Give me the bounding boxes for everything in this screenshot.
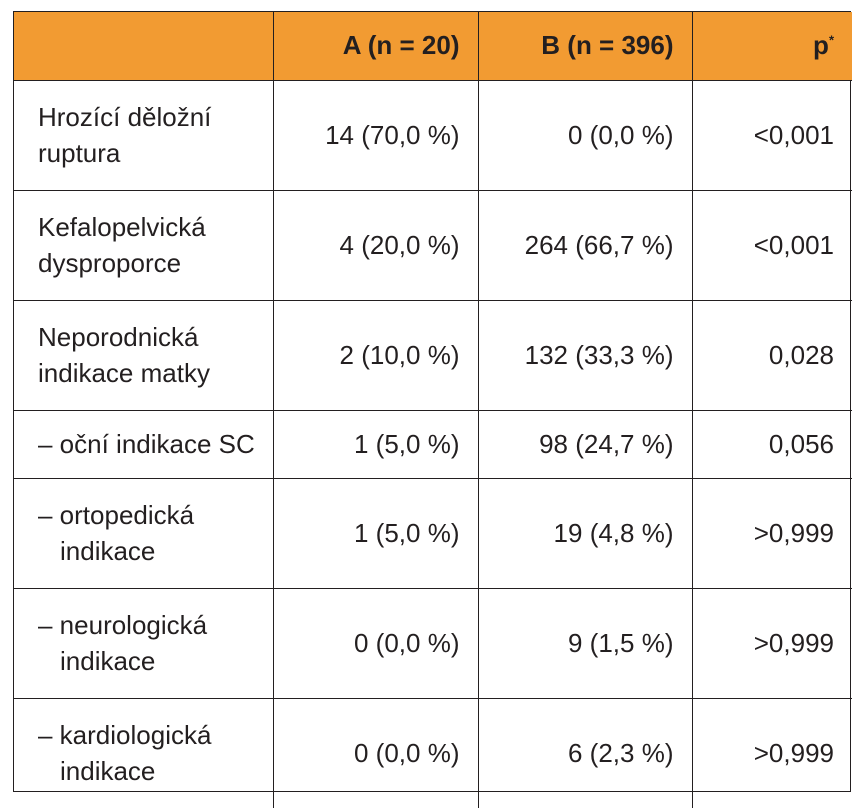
cell-group-b: 264 (66,7 %) <box>477 189 692 300</box>
cell-group-b: 19 (4,8 %) <box>477 477 692 588</box>
table-row: Hrozící děložní ruptura 14 (70,0 %) 0 (0… <box>14 80 852 190</box>
row-label-line2: indikace <box>60 646 156 676</box>
table-row: – kardiologická indikace 0 (0,0 %) 6 (2,… <box>14 697 852 808</box>
table-row: – neurologická indikace 0 (0,0 %) 9 (1,5… <box>14 587 852 698</box>
row-label-line2: dysproporce <box>38 248 182 278</box>
cell-group-a: 14 (70,0 %) <box>272 80 478 190</box>
row-label: Neporodnická indikace matky <box>14 299 273 410</box>
row-label: – ortopedická indikace <box>14 477 273 588</box>
cell-p-value: >0,999 <box>691 477 852 588</box>
table: A (n = 20) B (n = 396) p* Hrozící děložn… <box>14 12 852 808</box>
row-label: – oční indikace SC <box>14 409 273 478</box>
row-label-line2: indikace <box>60 756 156 787</box>
table-row: Neporodnická indikace matky 2 (10,0 %) 1… <box>14 299 852 410</box>
row-label-line1: – oční indikace SC <box>38 429 255 459</box>
cell-p-value: <0,001 <box>691 80 852 190</box>
cell-group-a: 0 (0,0 %) <box>272 697 478 808</box>
row-label-line2: indikace <box>60 536 156 566</box>
cell-group-b: 132 (33,3 %) <box>477 299 692 410</box>
cell-group-a: 1 (5,0 %) <box>272 477 478 588</box>
row-label-line2: ruptura <box>38 138 121 168</box>
header-label-cell <box>14 12 273 81</box>
row-label-line1: – neurologická <box>38 610 208 640</box>
header-group-b: B (n = 396) <box>477 12 692 81</box>
cell-group-b: 6 (2,3 %) <box>477 697 692 808</box>
row-label: Kefalopelvická dysproporce <box>14 189 273 300</box>
cell-p-value: 0,056 <box>691 409 852 478</box>
table-row: – oční indikace SC 1 (5,0 %) 98 (24,7 %)… <box>14 409 852 478</box>
header-p-label: p <box>813 30 829 61</box>
table-row: – ortopedická indikace 1 (5,0 %) 19 (4,8… <box>14 477 852 588</box>
row-label-line1: – ortopedická <box>38 500 195 530</box>
row-label: – kardiologická indikace <box>14 697 273 808</box>
cell-p-value: >0,999 <box>691 587 852 698</box>
cell-group-a: 1 (5,0 %) <box>272 409 478 478</box>
header-p-value: p* <box>691 12 852 81</box>
cell-p-value: 0,028 <box>691 299 852 410</box>
cell-group-b: 9 (1,5 %) <box>477 587 692 698</box>
row-label-line2: indikace matky <box>38 358 210 388</box>
cell-group-b: 0 (0,0 %) <box>477 80 692 190</box>
row-label-line1: Neporodnická <box>38 322 199 352</box>
row-label: Hrozící děložní ruptura <box>14 80 273 190</box>
row-label-line1: Kefalopelvická <box>38 212 206 242</box>
row-label: – neurologická indikace <box>14 587 273 698</box>
results-table: A (n = 20) B (n = 396) p* Hrozící děložn… <box>13 11 852 808</box>
row-label-line1: Hrozící děložní <box>38 102 212 132</box>
cell-p-value: <0,001 <box>691 189 852 300</box>
header-group-a: A (n = 20) <box>272 12 478 81</box>
header-p-footnote-mark: * <box>828 32 834 48</box>
cell-group-a: 2 (10,0 %) <box>272 299 478 410</box>
row-label-line1: – kardiologická <box>38 720 212 751</box>
table-row: Kefalopelvická dysproporce 4 (20,0 %) 26… <box>14 189 852 300</box>
cell-p-value: >0,999 <box>691 697 852 808</box>
table-header-row: A (n = 20) B (n = 396) p* <box>14 12 852 81</box>
cell-group-b: 98 (24,7 %) <box>477 409 692 478</box>
cell-group-a: 0 (0,0 %) <box>272 587 478 698</box>
cell-group-a: 4 (20,0 %) <box>272 189 478 300</box>
